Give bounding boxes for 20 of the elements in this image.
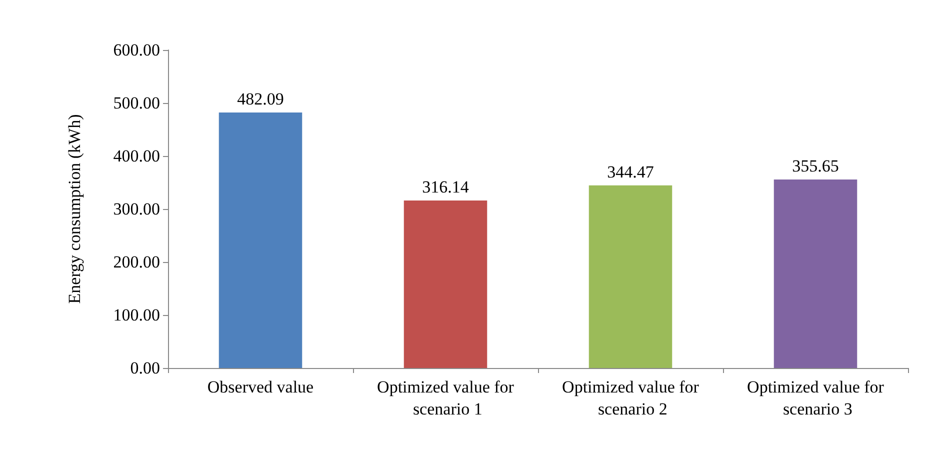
x-tick-label: Optimized value for scenario 1 [377,378,514,418]
y-tick-label: 300.00 [113,200,160,218]
y-tick-label: 200.00 [113,252,160,272]
bar [774,180,858,368]
y-tick-label: 0.00 [130,358,160,378]
data-label: 482.09 [237,89,284,108]
y-axis-title: Energy consumption (kWh) [65,114,84,304]
y-tick-label: 600.00 [113,40,160,60]
bar [404,200,488,368]
y-tick-label: 400.00 [113,146,160,166]
x-tick-label: Optimized value for scenario 2 [562,378,700,418]
x-tick-label: Optimized value for scenario 3 [747,378,884,418]
bar [588,185,672,368]
y-tick-label: 100.00 [113,306,160,324]
x-tick-label: Observed value [207,378,314,396]
bar [218,112,302,368]
y-tick-label: 500.00 [113,94,160,112]
data-label: 316.14 [422,177,470,196]
data-label: 344.47 [607,162,654,182]
data-label: 355.65 [792,156,839,176]
